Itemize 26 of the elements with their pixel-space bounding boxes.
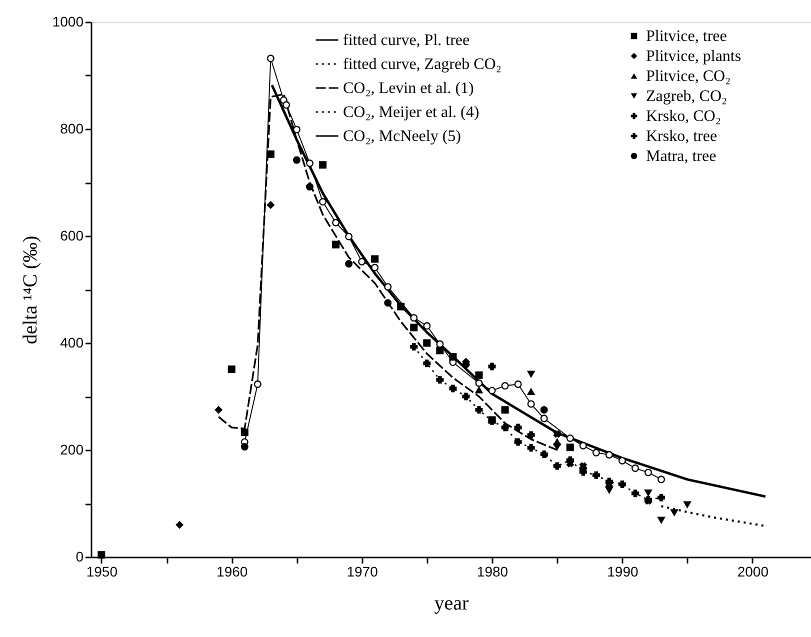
y-tick-label: 200 bbox=[60, 442, 84, 458]
x-tick-label: 1960 bbox=[216, 564, 248, 580]
legend-label: fitted curve, Pl. tree bbox=[343, 32, 470, 49]
legend-label: Krsko, tree bbox=[646, 128, 718, 145]
legend-label: CO₂, McNeely (5) bbox=[343, 128, 461, 145]
y-tick-label: 800 bbox=[60, 120, 84, 136]
legend-label: Krsko, CO₂ bbox=[646, 108, 721, 125]
y-tick-label: 1000 bbox=[52, 14, 84, 30]
legend-label: CO₂, Meijer et al. (4) bbox=[343, 104, 480, 121]
legend-label: Zagreb, CO₂ bbox=[646, 88, 728, 105]
legend-label: Plitvice, CO₂ bbox=[646, 68, 731, 85]
legend-label: Matra, tree bbox=[646, 148, 716, 165]
y-tick-label: 600 bbox=[60, 228, 84, 244]
legend-label: CO₂, Levin et al. (1) bbox=[343, 80, 474, 97]
x-tick-label: 1990 bbox=[607, 564, 638, 580]
legend-label: Plitvice, tree bbox=[646, 28, 727, 45]
y-tick-label: 400 bbox=[60, 334, 84, 350]
legend-label: fitted curve, Zagreb CO₂ bbox=[343, 56, 502, 73]
y-axis-title: delta ¹⁴C (‰) bbox=[19, 236, 42, 344]
x-tick-label: 2000 bbox=[737, 564, 769, 580]
legend-label: Plitvice, plants bbox=[646, 48, 742, 65]
x-tick-label: 1980 bbox=[476, 564, 508, 580]
y-tick-label: 0 bbox=[76, 548, 84, 564]
x-tick-label: 1970 bbox=[346, 564, 378, 580]
x-axis-title: year bbox=[434, 592, 470, 614]
x-tick-label: 1950 bbox=[86, 564, 118, 580]
